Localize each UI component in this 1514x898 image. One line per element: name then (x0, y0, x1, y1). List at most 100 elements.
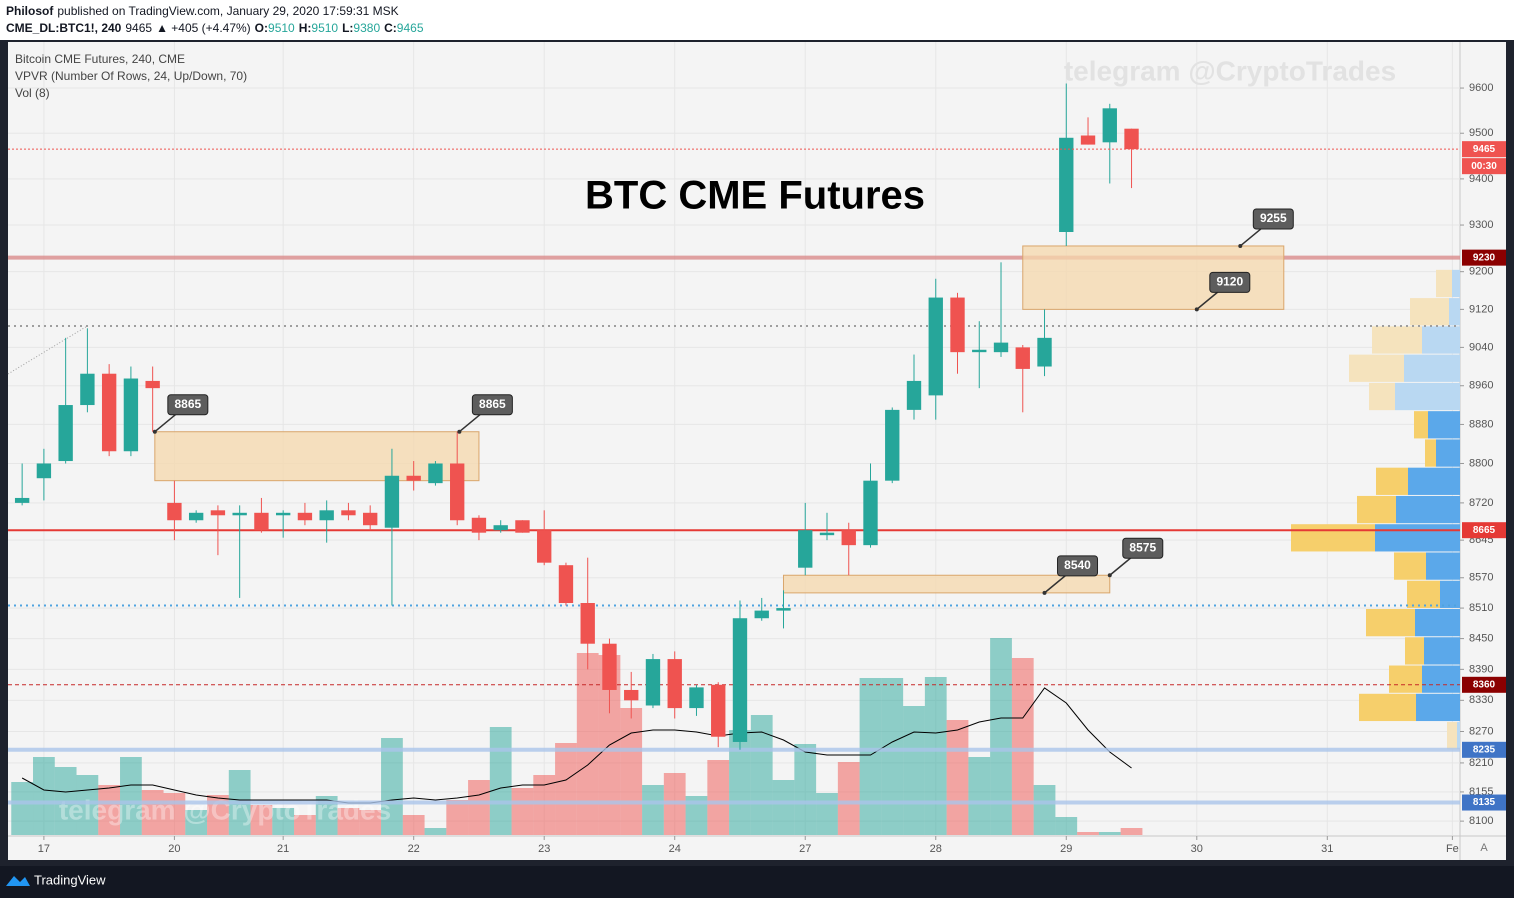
volume-ma-line (21, 687, 1132, 804)
candle-body (515, 520, 530, 533)
profile-down (1366, 608, 1415, 637)
profile-up (1436, 439, 1460, 467)
candle-body (123, 378, 139, 452)
y-tick-label: 8510 (1469, 602, 1493, 614)
volume-bar (990, 638, 1012, 835)
y-tick-label: 8390 (1469, 663, 1493, 675)
candle-body (254, 512, 269, 531)
candle-body (493, 525, 508, 531)
volume-bar (533, 775, 556, 835)
header-text: 9465 (397, 21, 424, 35)
profile-up (1404, 354, 1460, 382)
volume-bar (337, 808, 360, 835)
volume-bar (576, 653, 599, 835)
profile-up (1457, 722, 1460, 750)
x-tick-label: 28 (930, 843, 942, 855)
callout-anchor (1042, 590, 1047, 595)
legend-entry: Vol (8) (15, 86, 50, 100)
candle-body (580, 603, 595, 644)
candle-body (841, 530, 856, 546)
y-tick-label: 9200 (1469, 266, 1493, 278)
price-tag-label: 8235 (1473, 744, 1496, 755)
callout-label: 8865 (479, 397, 506, 411)
candle-body (711, 684, 726, 737)
y-tick-label: 8800 (1469, 457, 1493, 469)
candle-body (406, 475, 421, 481)
candle-body (928, 297, 943, 396)
profile-down (1376, 467, 1408, 495)
header-text: C: (384, 21, 397, 35)
price-tag (1462, 794, 1506, 811)
scale-mode: A (1480, 842, 1488, 854)
profile-up (1449, 298, 1460, 326)
header-text: 9465 (125, 21, 152, 35)
header-text: CME_DL:BTC1!, 240 (6, 21, 122, 35)
profile-up (1416, 693, 1460, 722)
x-tick-label: 17 (38, 843, 50, 855)
profile-up (1422, 665, 1460, 693)
watermark: telegram @CryptoTrades (59, 794, 391, 825)
price-tag (1462, 522, 1506, 539)
volume-bar (620, 708, 643, 835)
price-tag-label: 9230 (1473, 252, 1496, 263)
profile-up (1426, 552, 1460, 580)
price-tag (1462, 741, 1506, 758)
volume-bar (33, 757, 55, 835)
profile-down (1357, 495, 1396, 524)
callout-anchor (1238, 243, 1243, 248)
profile-down (1359, 693, 1416, 722)
y-tick-label: 9400 (1469, 173, 1493, 185)
y-tick-label: 8330 (1469, 694, 1493, 706)
candle-body (471, 517, 487, 533)
y-tick-label: 9040 (1469, 341, 1493, 353)
callout-box (1057, 555, 1099, 577)
chart-title: BTC CME Futures (585, 174, 925, 218)
callout-stem (154, 412, 179, 433)
callout-anchor (1107, 573, 1112, 578)
candle-body (101, 373, 117, 452)
volume-bar (11, 782, 34, 835)
profile-down (1369, 382, 1395, 411)
candle-body (450, 463, 465, 521)
volume-bar (750, 715, 773, 835)
x-tick-label: 27 (799, 843, 811, 855)
candle-body (80, 373, 95, 406)
y-tick-label: 8960 (1469, 380, 1493, 392)
callout-box (1209, 271, 1251, 293)
volume-bar (816, 793, 838, 835)
x-tick-label: 31 (1321, 843, 1333, 855)
candle-body (885, 409, 900, 481)
price-axis (1460, 42, 1506, 860)
candle-body (1059, 137, 1074, 233)
callout-label: 9255 (1260, 211, 1287, 225)
callout-stem (458, 412, 483, 433)
x-tick-label: 23 (538, 843, 550, 855)
candle-body (210, 510, 226, 516)
volume-bar (685, 796, 708, 835)
volume-bar (903, 706, 925, 835)
callout-stem (1196, 289, 1221, 310)
callout-label: 9120 (1216, 275, 1243, 289)
candle-body (819, 532, 835, 536)
volume-bar (794, 744, 817, 835)
candle-body (776, 608, 791, 611)
y-tick-label: 8210 (1469, 757, 1493, 769)
candle-body (297, 512, 313, 521)
volume-bar (272, 808, 295, 835)
callout-label: 8865 (174, 397, 201, 411)
y-tick-label: 8100 (1469, 815, 1493, 827)
price-tag (1462, 249, 1506, 266)
y-tick-label: 8270 (1469, 725, 1493, 737)
callout-anchor (152, 429, 157, 434)
callout-stem (1044, 573, 1068, 594)
candle-body (602, 643, 617, 690)
volume-bar (98, 785, 121, 835)
x-tick-label: 24 (669, 843, 681, 855)
volume-bar (772, 780, 795, 835)
header-text: Philosof (6, 4, 54, 18)
volume-bar (946, 720, 969, 835)
candle-body (689, 687, 704, 709)
candle-body (950, 297, 965, 353)
